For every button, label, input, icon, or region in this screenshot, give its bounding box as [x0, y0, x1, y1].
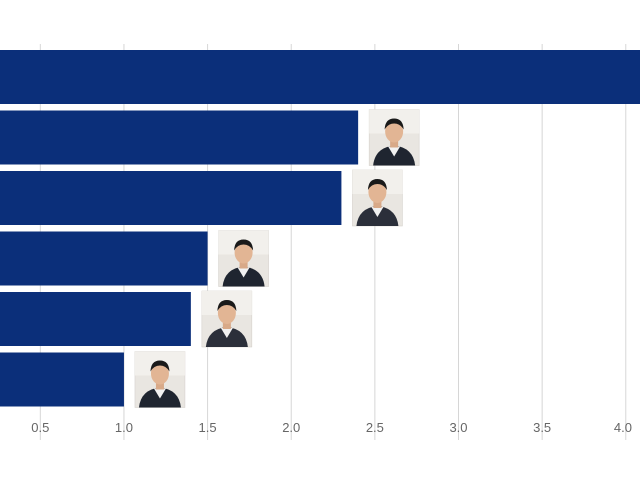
portrait-image — [352, 169, 403, 227]
bar — [0, 50, 640, 104]
bar — [0, 352, 124, 407]
portraits — [134, 109, 420, 408]
bar — [0, 110, 359, 165]
x-tick-label: 1.5 — [199, 420, 217, 435]
bar — [0, 171, 342, 225]
bars — [0, 50, 640, 407]
x-tick-label: 2.5 — [366, 420, 384, 435]
x-tick-label: 1.0 — [115, 420, 133, 435]
bar — [0, 292, 191, 346]
bar — [0, 231, 208, 286]
x-tick-label: 2.0 — [282, 420, 300, 435]
x-tick-label: 4.0 — [614, 420, 632, 435]
portrait-image — [368, 109, 420, 166]
portrait-image — [218, 230, 269, 287]
portrait-image — [134, 351, 186, 408]
x-tick-label: 0.5 — [31, 420, 49, 435]
x-axis-ticks: 0.5 1.0 1.5 2.0 2.5 3.0 3.5 4.0 — [31, 420, 632, 435]
portrait-image — [201, 290, 253, 348]
x-tick-label: 3.0 — [449, 420, 467, 435]
x-tick-label: 3.5 — [533, 420, 551, 435]
